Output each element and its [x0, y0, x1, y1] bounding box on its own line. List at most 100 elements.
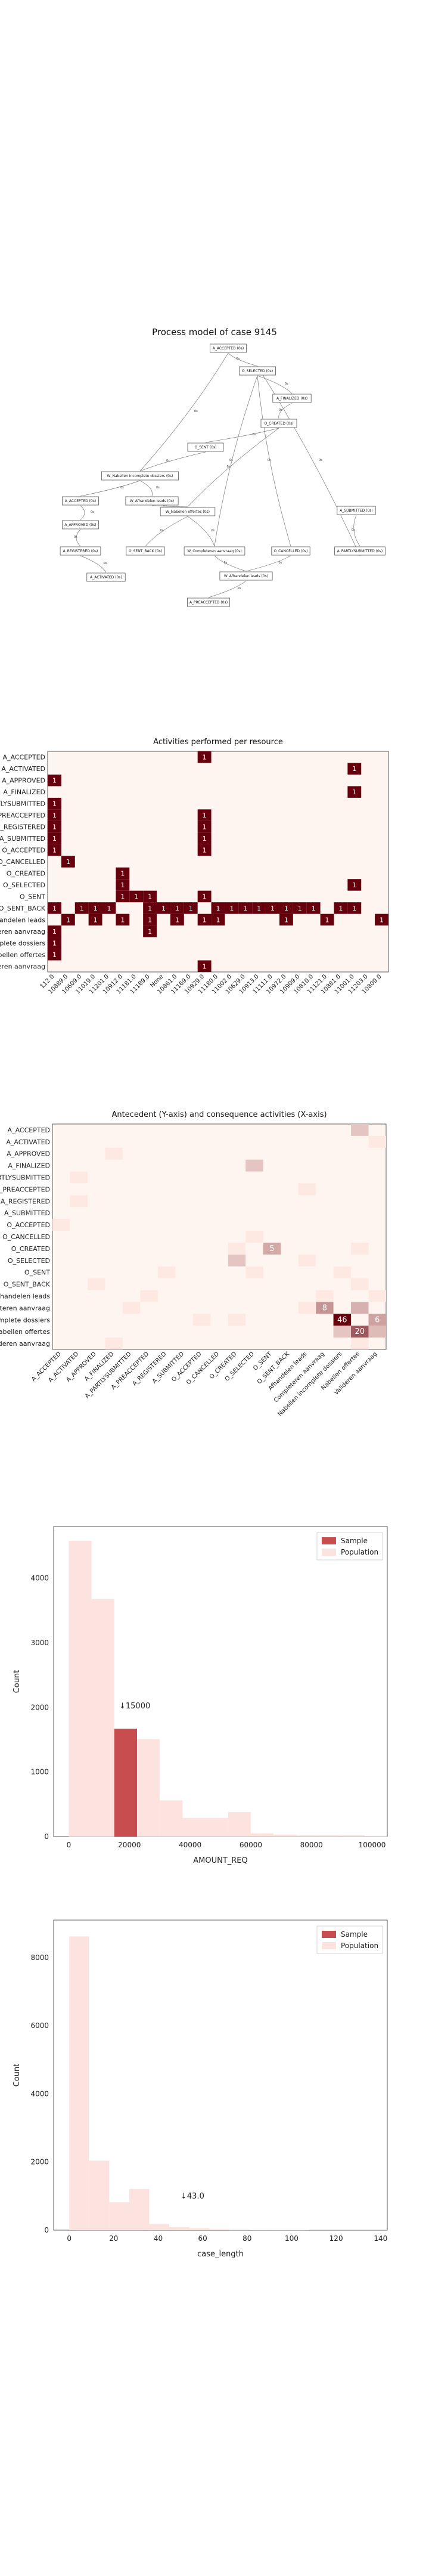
x-tick-label: 120	[329, 2234, 343, 2243]
y-tick-label: 8000	[30, 1953, 49, 1962]
population-bar	[205, 1818, 228, 1837]
legend-swatch-sample	[322, 1537, 336, 1544]
heatmap-row-label: A_PARTLYSUBMITTED	[0, 1174, 50, 1182]
heatmap-row-label: A_REGISTERED	[1, 1197, 50, 1205]
y-tick-label: 4000	[30, 1574, 49, 1583]
heatmap-cell-value: 1	[52, 847, 57, 854]
heatmap-cell	[197, 751, 212, 763]
heatmap-col-label: A_ACTIVATED	[47, 1351, 80, 1383]
heatmap-cell	[245, 1159, 263, 1172]
population-bar	[69, 1540, 92, 1837]
edge-label: 0s	[163, 504, 167, 507]
heatmap-row-label: A_PREACCEPTED	[0, 812, 45, 819]
heatmap-cell-value: 1	[257, 905, 261, 912]
heatmap-cell	[225, 902, 239, 914]
process-edge	[353, 515, 360, 547]
edge-label: 0s	[319, 459, 322, 462]
process-node: A_ACCEPTED (0s)	[62, 496, 99, 506]
heatmap-cell	[192, 1314, 211, 1326]
process-edge	[257, 375, 291, 547]
heatmap-cell	[334, 902, 348, 914]
heatmap-cell-value: 1	[107, 905, 111, 912]
process-node-label: W_Nabellen incomplete dossiers (0s)	[107, 474, 173, 478]
heatmap-cell-value: 1	[216, 905, 220, 912]
heatmap-cell	[197, 809, 212, 821]
amount-histogram-panel: 0 20000 40000 60000 80000 100000 0 1000 2000 3000…	[0, 1515, 429, 1896]
heatmap-cell	[48, 821, 61, 833]
heatmap-cell-value: 1	[120, 916, 125, 924]
heatmap-row-label: A_ACCEPTED	[3, 754, 45, 761]
heatmap-cell	[197, 821, 212, 833]
heatmap-row-label: O_SENT_BACK	[4, 1281, 51, 1289]
x-tick-label: 140	[374, 2234, 387, 2243]
x-tick-label: 40000	[179, 1841, 201, 1849]
heatmap-cell	[228, 1314, 246, 1326]
heatmap-cell	[279, 914, 293, 926]
heatmap-row-label: Nabellen offertes	[0, 951, 45, 959]
heatmap-cell	[351, 1302, 369, 1314]
process-node-label: A_REGISTERED (0s)	[63, 549, 98, 553]
y-tick-label: 6000	[30, 2021, 49, 2030]
heatmap-cell	[266, 902, 279, 914]
heatmap-cell-value: 1	[203, 893, 207, 900]
heatmap-cell-value: 1	[52, 928, 57, 936]
heatmap-cell-value: 1	[216, 916, 220, 924]
heatmap-cell-value: 1	[203, 835, 207, 843]
population-bar	[209, 2229, 229, 2230]
heatmap-cell	[52, 1219, 70, 1231]
process-model-title: Process model of case 9145	[152, 327, 277, 338]
y-tick-label: 2000	[30, 1703, 49, 1711]
edge-label: 0s	[285, 382, 288, 386]
heatmap-cell	[306, 902, 321, 914]
heatmap-cell-value: 1	[189, 905, 193, 912]
heatmap-cell	[48, 797, 61, 810]
heatmap-cell	[351, 1337, 369, 1349]
process-node: O_SENT (0s)	[187, 442, 224, 452]
heatmap-cell-value: 1	[352, 881, 356, 889]
process-node-label: W_Completeren aanvraag (0s)	[187, 549, 241, 553]
heatmap-cell	[170, 914, 184, 926]
population-bar	[169, 2227, 189, 2230]
heatmap-row-label: A_REGISTERED	[0, 823, 45, 831]
process-edge	[76, 529, 81, 547]
population-bar	[250, 1833, 274, 1837]
process-node-box	[62, 520, 99, 530]
heatmap-cell	[87, 1278, 105, 1290]
heatmap-cell	[228, 1254, 246, 1267]
heatmap-cell	[368, 1135, 386, 1148]
heatmap-cell	[351, 1326, 369, 1338]
heatmap-cell-value: 1	[52, 823, 57, 831]
heatmap-cell	[74, 902, 89, 914]
heatmap-cell	[293, 902, 307, 914]
heatmap-cell-value: 1	[52, 951, 57, 959]
heatmap-cell-value: 1	[325, 916, 329, 924]
process-node: W_Completeren aanvraag (0s)	[184, 546, 245, 556]
process-node-box	[126, 546, 165, 556]
edge-label: 0s	[91, 510, 94, 514]
process-edge	[214, 555, 247, 572]
heatmap-cell	[157, 902, 170, 914]
legend-label-sample: Sample	[341, 1537, 368, 1545]
process-edge	[205, 428, 279, 443]
heatmap-cell-value: 1	[203, 916, 207, 924]
heatmap-cell	[316, 1290, 334, 1302]
heatmap-cell	[245, 1231, 263, 1243]
population-bar	[129, 2188, 150, 2230]
process-edge	[80, 555, 107, 573]
heatmap-cell-value: 1	[134, 893, 138, 900]
x-tick-label: 60	[198, 2234, 207, 2243]
heatmap-cell-value: 20	[355, 1327, 365, 1336]
heatmap-row-label: O_SENT	[24, 1269, 50, 1277]
heatmap-row-label: O_CREATED	[7, 869, 45, 877]
heatmap-cell-value: 1	[120, 869, 125, 877]
edge-label: 0s	[224, 561, 228, 565]
heatmap-cell-value: 1	[148, 928, 152, 936]
heatmap-cell	[368, 1290, 386, 1302]
heatmap-cell	[333, 1326, 352, 1338]
heatmap-cell-value: 1	[352, 788, 356, 796]
heatmap-cell	[211, 902, 225, 914]
edge-label: 0s	[279, 561, 282, 565]
heatmap-cell	[263, 1242, 281, 1255]
heatmap-cell-value: 1	[161, 905, 166, 912]
heatmap-cell	[211, 914, 225, 926]
